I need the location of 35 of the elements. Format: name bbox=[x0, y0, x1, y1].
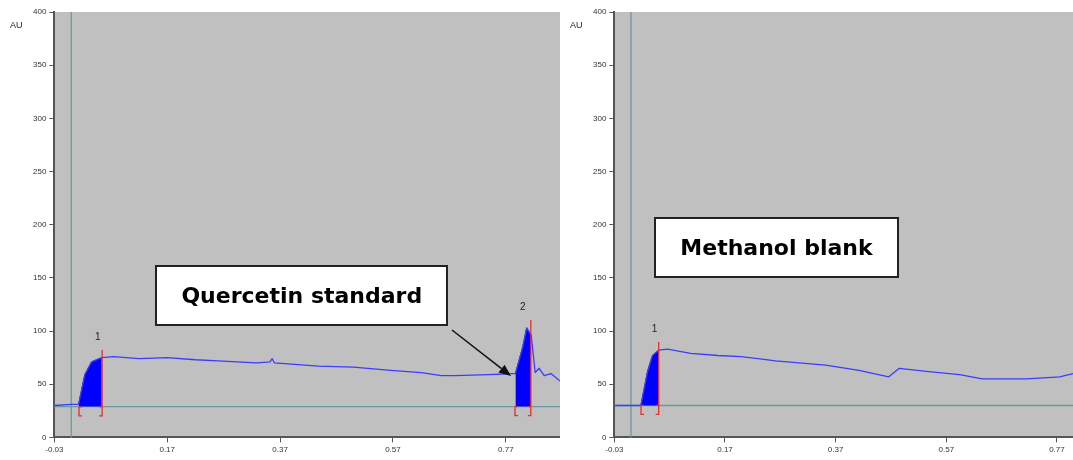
y-tick-label: 400 bbox=[32, 7, 47, 17]
x-tick-label: 0.37 bbox=[272, 445, 289, 455]
x-tick-label: -0.03 bbox=[45, 445, 65, 455]
y-tick-label: 350 bbox=[592, 60, 607, 70]
y-tick-label: 50 bbox=[37, 379, 47, 389]
x-tick-label: 0.17 bbox=[717, 445, 734, 455]
series-label: 2 bbox=[519, 300, 526, 312]
y-axis-title: AU bbox=[10, 20, 23, 30]
y-tick-label: 300 bbox=[32, 113, 47, 123]
y-tick-label: 300 bbox=[592, 113, 607, 123]
y-tick-label: 250 bbox=[32, 166, 47, 176]
annotation: Quercetin standard bbox=[155, 264, 449, 326]
x-tick-label: 0.57 bbox=[385, 445, 402, 455]
y-tick-label: 350 bbox=[32, 60, 47, 70]
x-tick-label: 0.77 bbox=[1049, 445, 1066, 455]
y-tick-label: 200 bbox=[32, 219, 47, 229]
x-tick-label: 0.37 bbox=[827, 445, 844, 455]
y-tick-label: 200 bbox=[592, 219, 607, 229]
y-tick-label: 250 bbox=[592, 166, 607, 176]
y-tick-label: 150 bbox=[592, 273, 607, 283]
series-label: 1 bbox=[94, 330, 101, 342]
x-tick-label: -0.03 bbox=[605, 445, 625, 455]
y-tick-label: 400 bbox=[592, 7, 607, 17]
y-axis-title: AU bbox=[570, 20, 583, 30]
y-tick-label: 100 bbox=[32, 326, 47, 336]
y-tick-label: 0 bbox=[41, 432, 47, 442]
annotation: Methanol blank bbox=[654, 217, 899, 279]
x-tick-label: 0.57 bbox=[938, 445, 955, 455]
series-label: 1 bbox=[651, 323, 658, 335]
y-tick-label: 150 bbox=[32, 273, 47, 283]
y-tick-label: 100 bbox=[592, 326, 607, 336]
y-tick-label: 50 bbox=[597, 379, 607, 389]
x-tick-label: 0.77 bbox=[498, 445, 515, 455]
x-tick-label: 0.17 bbox=[159, 445, 176, 455]
y-tick-label: 0 bbox=[601, 432, 607, 442]
